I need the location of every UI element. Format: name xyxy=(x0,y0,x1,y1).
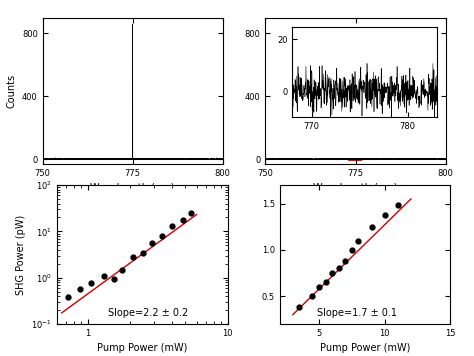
Text: (b): (b) xyxy=(347,197,364,206)
X-axis label: Pump Power (mW): Pump Power (mW) xyxy=(97,344,187,354)
Text: Slope=2.2 ± 0.2: Slope=2.2 ± 0.2 xyxy=(108,308,188,318)
X-axis label: Wavelength (nm): Wavelength (nm) xyxy=(313,183,398,193)
Text: Slope=1.7 ± 0.1: Slope=1.7 ± 0.1 xyxy=(317,308,397,318)
X-axis label: Wavelength (nm): Wavelength (nm) xyxy=(91,183,175,193)
X-axis label: Pump Power (mW): Pump Power (mW) xyxy=(320,344,410,354)
Y-axis label: SHG Power (pW): SHG Power (pW) xyxy=(16,214,26,295)
Y-axis label: Counts: Counts xyxy=(6,74,17,108)
Bar xyxy=(348,159,361,160)
Text: (a): (a) xyxy=(125,197,140,206)
